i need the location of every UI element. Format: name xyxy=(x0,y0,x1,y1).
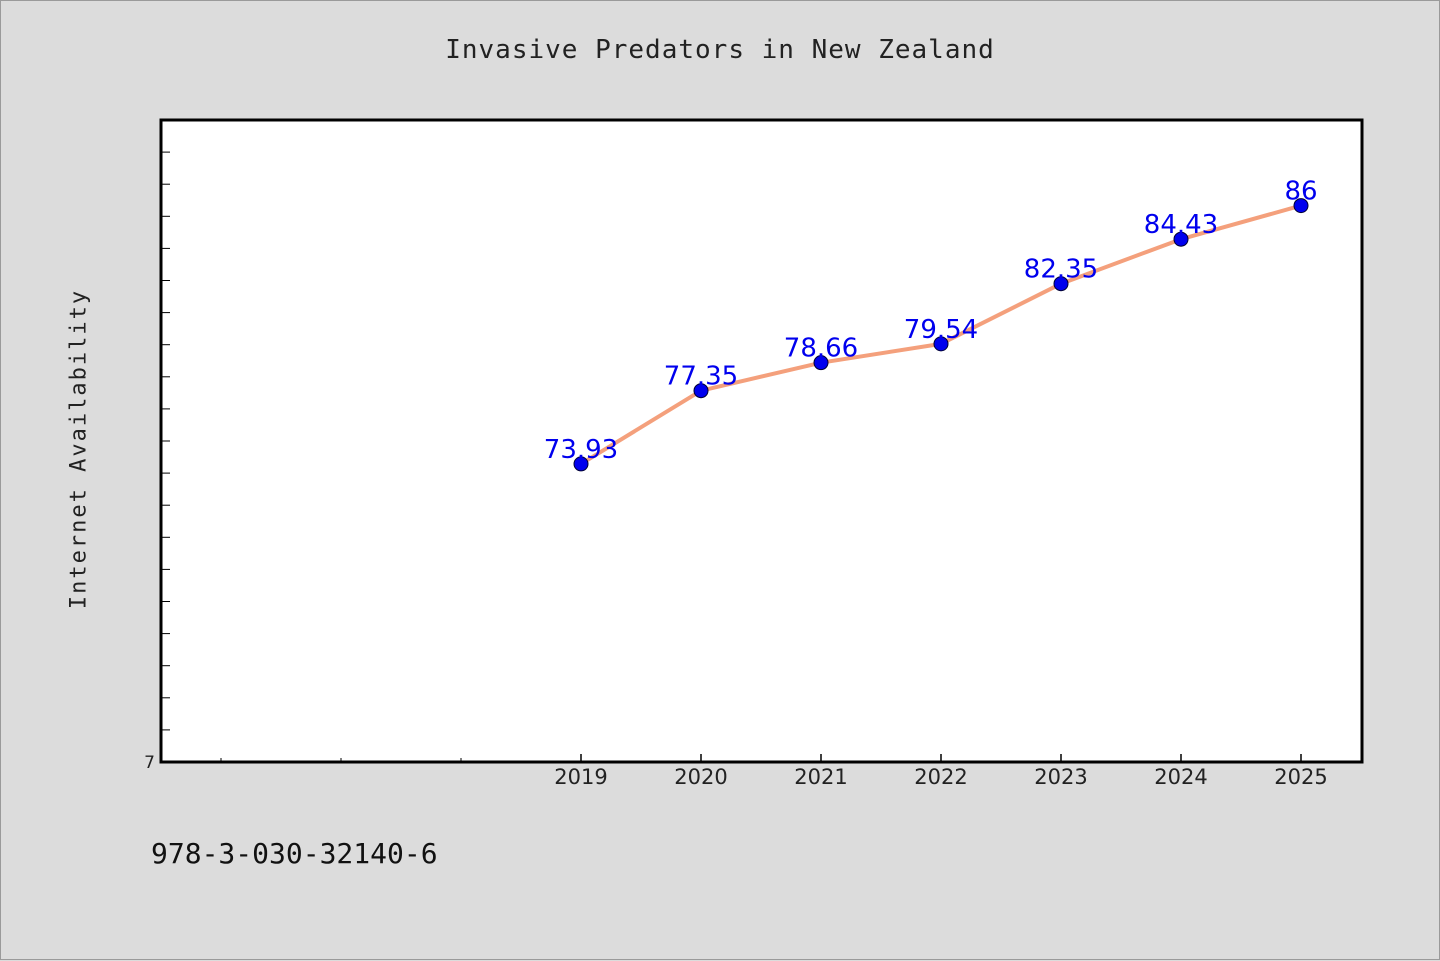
x-tick-label: 2023 xyxy=(1034,765,1087,789)
data-point xyxy=(813,355,829,371)
y-tick-label: 7 xyxy=(144,753,155,773)
points-group xyxy=(573,198,1309,472)
data-label: 84.43 xyxy=(1144,210,1218,240)
data-label: 82.35 xyxy=(1024,255,1098,285)
data-point xyxy=(573,456,589,472)
data-point xyxy=(1293,198,1309,214)
data-label: 79.54 xyxy=(904,315,978,345)
data-label: 86 xyxy=(1284,177,1317,207)
isbn-text: 978-3-030-32140-6 xyxy=(151,837,438,870)
y-axis-ticks: 7 xyxy=(144,151,170,773)
x-tick-label: 2020 xyxy=(674,765,727,789)
plot-area xyxy=(159,118,1364,764)
chart-title: Invasive Predators in New Zealand xyxy=(445,35,995,65)
data-point xyxy=(933,336,949,352)
data-labels-group: 73.93 77.35 78.66 79.54 82.35 84.43 86 xyxy=(544,177,1318,465)
data-point xyxy=(1053,276,1069,292)
x-axis-ticks: 2019 2020 2021 2022 2023 2024 2025 xyxy=(220,754,1328,789)
data-label: 77.35 xyxy=(664,362,738,392)
x-tick-label: 2019 xyxy=(554,765,607,789)
data-label: 78.66 xyxy=(784,334,858,364)
x-tick-label: 2021 xyxy=(794,765,847,789)
data-point xyxy=(1173,231,1189,247)
x-tick-label: 2022 xyxy=(914,765,967,789)
data-point xyxy=(693,383,709,399)
x-tick-label: 2024 xyxy=(1154,765,1207,789)
x-tick-label: 2025 xyxy=(1274,765,1327,789)
data-label: 73.93 xyxy=(544,435,618,465)
